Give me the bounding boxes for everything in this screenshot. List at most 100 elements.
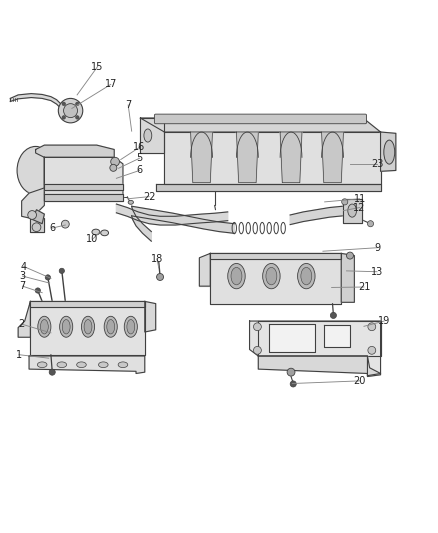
Circle shape xyxy=(156,273,163,280)
Polygon shape xyxy=(191,132,212,183)
Circle shape xyxy=(61,220,69,228)
Ellipse shape xyxy=(263,263,280,289)
Polygon shape xyxy=(18,302,30,337)
Ellipse shape xyxy=(128,200,134,204)
Polygon shape xyxy=(155,183,381,191)
Circle shape xyxy=(76,102,79,106)
Polygon shape xyxy=(132,206,151,241)
Polygon shape xyxy=(44,157,123,201)
Ellipse shape xyxy=(62,320,70,334)
Text: 12: 12 xyxy=(353,203,366,213)
Ellipse shape xyxy=(92,229,100,235)
Polygon shape xyxy=(258,356,381,376)
Circle shape xyxy=(254,323,261,330)
Text: 13: 13 xyxy=(371,266,383,277)
Polygon shape xyxy=(164,132,381,183)
Polygon shape xyxy=(141,118,164,153)
Circle shape xyxy=(62,116,66,119)
Polygon shape xyxy=(30,219,44,231)
Ellipse shape xyxy=(101,230,109,236)
Ellipse shape xyxy=(144,129,152,142)
Polygon shape xyxy=(258,321,381,356)
Polygon shape xyxy=(290,206,343,224)
Text: 2: 2 xyxy=(18,319,25,329)
Circle shape xyxy=(290,381,296,387)
Circle shape xyxy=(368,346,376,354)
Ellipse shape xyxy=(348,204,357,217)
Circle shape xyxy=(64,103,78,118)
Text: 20: 20 xyxy=(353,376,366,386)
Polygon shape xyxy=(44,183,123,190)
Polygon shape xyxy=(21,157,44,219)
Circle shape xyxy=(368,323,376,330)
Circle shape xyxy=(76,116,79,119)
FancyBboxPatch shape xyxy=(154,114,367,124)
Text: 11: 11 xyxy=(353,194,366,204)
Circle shape xyxy=(49,369,55,375)
Circle shape xyxy=(287,368,295,376)
Circle shape xyxy=(32,223,41,231)
Polygon shape xyxy=(44,195,123,201)
Ellipse shape xyxy=(77,362,86,368)
Circle shape xyxy=(254,346,261,354)
Ellipse shape xyxy=(37,362,47,368)
Circle shape xyxy=(346,252,353,259)
Circle shape xyxy=(59,268,64,273)
Text: 7: 7 xyxy=(19,281,26,291)
Ellipse shape xyxy=(118,362,128,368)
Circle shape xyxy=(330,312,336,318)
Polygon shape xyxy=(250,321,381,376)
Circle shape xyxy=(35,288,40,293)
Ellipse shape xyxy=(38,316,51,337)
Polygon shape xyxy=(132,206,234,233)
Ellipse shape xyxy=(81,316,95,337)
Ellipse shape xyxy=(107,320,115,334)
Polygon shape xyxy=(35,145,114,157)
Ellipse shape xyxy=(228,263,245,289)
Text: 9: 9 xyxy=(374,243,380,253)
Polygon shape xyxy=(280,132,302,183)
Polygon shape xyxy=(321,132,343,183)
Circle shape xyxy=(58,99,83,123)
Polygon shape xyxy=(237,132,258,183)
Circle shape xyxy=(342,199,348,205)
Ellipse shape xyxy=(127,320,135,334)
Circle shape xyxy=(28,211,36,220)
Polygon shape xyxy=(141,118,381,132)
Circle shape xyxy=(367,221,374,227)
Circle shape xyxy=(111,157,120,166)
Text: 19: 19 xyxy=(378,316,390,326)
Ellipse shape xyxy=(99,362,108,368)
Polygon shape xyxy=(381,132,396,171)
Ellipse shape xyxy=(104,316,117,337)
Polygon shape xyxy=(30,302,145,306)
Text: 17: 17 xyxy=(105,79,117,90)
Polygon shape xyxy=(324,326,350,348)
Ellipse shape xyxy=(57,362,67,368)
Ellipse shape xyxy=(297,263,315,289)
Ellipse shape xyxy=(266,268,277,285)
Text: 4: 4 xyxy=(21,262,27,271)
Text: 6: 6 xyxy=(49,223,55,233)
Ellipse shape xyxy=(231,268,242,285)
Ellipse shape xyxy=(301,268,312,285)
Text: 15: 15 xyxy=(92,61,104,71)
Ellipse shape xyxy=(17,147,54,195)
Polygon shape xyxy=(30,302,145,354)
Text: 22: 22 xyxy=(143,192,155,201)
Ellipse shape xyxy=(384,140,395,164)
Text: 1: 1 xyxy=(16,350,22,360)
Text: 16: 16 xyxy=(134,142,146,152)
Polygon shape xyxy=(199,253,210,286)
Polygon shape xyxy=(11,94,64,113)
Polygon shape xyxy=(29,356,145,374)
Polygon shape xyxy=(210,253,341,259)
Ellipse shape xyxy=(40,320,48,334)
Polygon shape xyxy=(145,302,155,332)
Text: 18: 18 xyxy=(151,254,163,264)
Polygon shape xyxy=(343,199,362,223)
Polygon shape xyxy=(269,324,315,352)
Polygon shape xyxy=(117,204,228,225)
Text: 7: 7 xyxy=(125,100,131,110)
Polygon shape xyxy=(210,253,341,304)
